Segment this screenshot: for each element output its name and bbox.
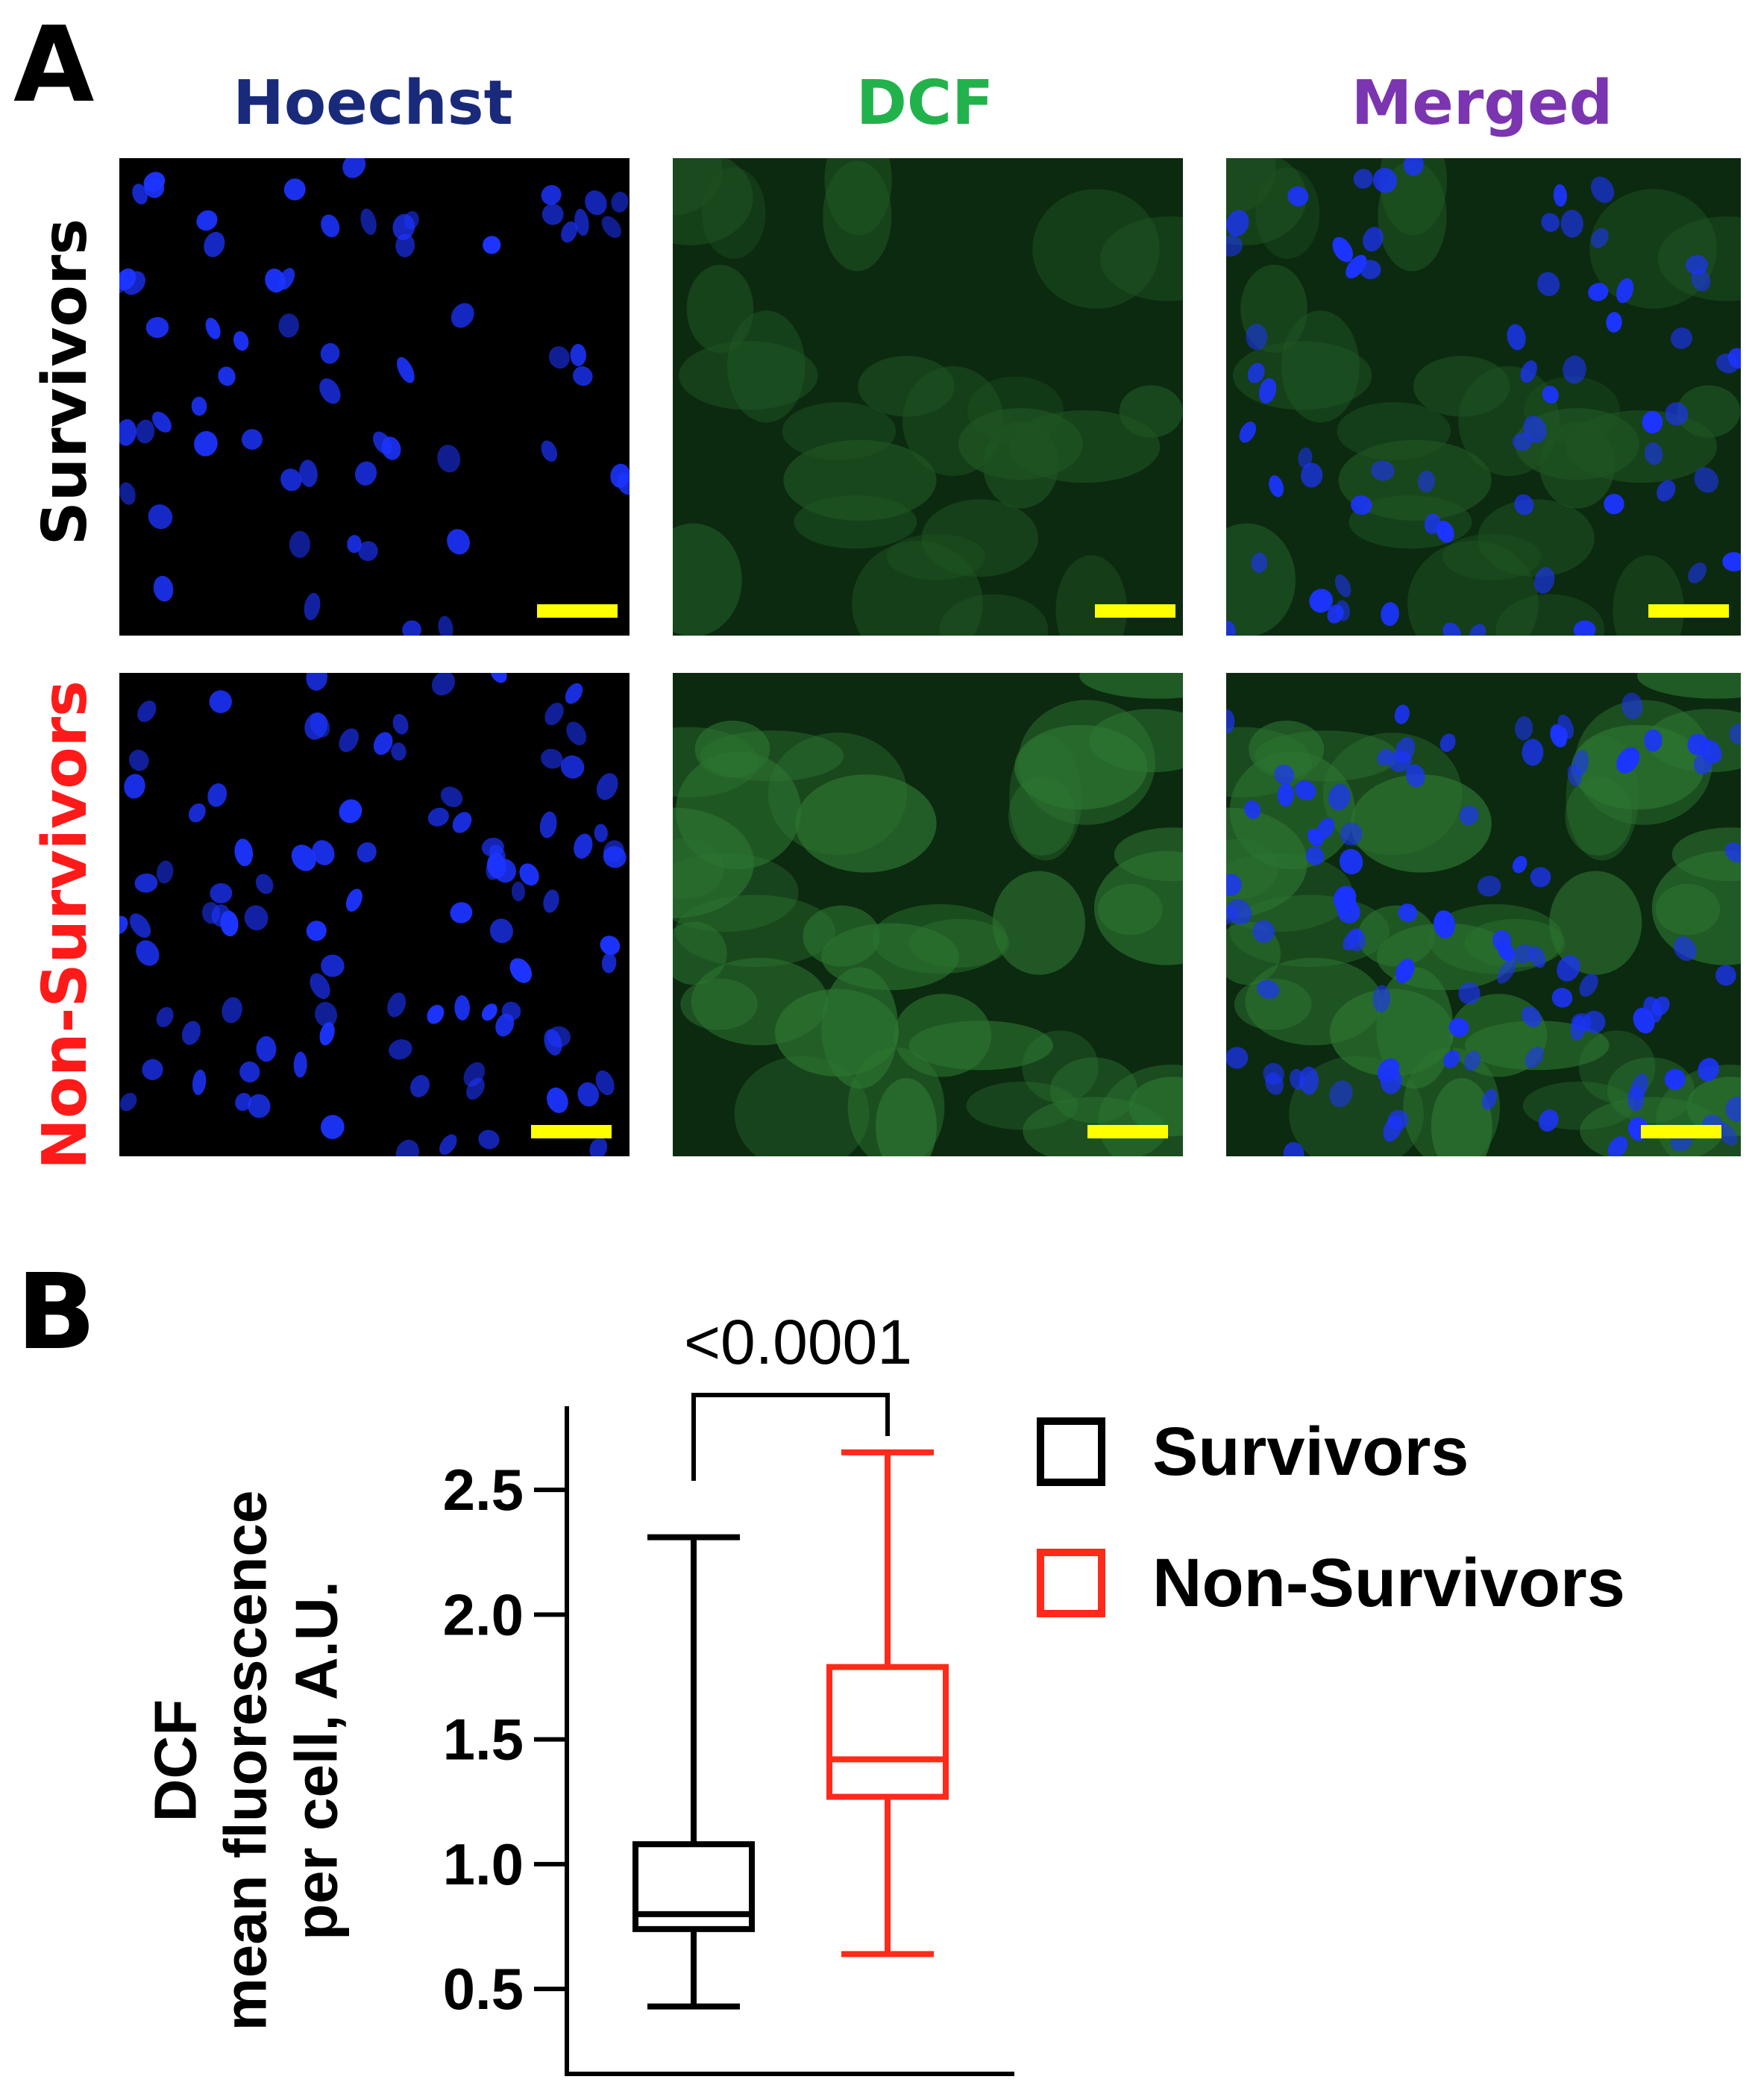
panel-a-letter: A (13, 4, 95, 126)
panel-b-letter: B (16, 1252, 96, 1373)
legend-label-survivors: Survivors (1152, 1414, 1469, 1490)
legend: Survivors Non-Survivors (1037, 1417, 1708, 1641)
box-non-survivors (826, 1449, 949, 1958)
legend-label-non-survivors: Non-Survivors (1152, 1545, 1625, 1621)
legend-swatch-non-survivors (1037, 1549, 1105, 1617)
micrograph-survivors-hoechst (119, 158, 630, 636)
column-header-merged: Merged (1351, 68, 1613, 139)
y-tick-label: 2.5 (443, 1457, 524, 1523)
micrograph-non-survivors-hoechst (119, 673, 630, 1156)
micrograph-non-survivors-merged (1226, 673, 1741, 1156)
y-tick-label: 2.0 (443, 1582, 524, 1647)
micrograph-survivors-merged (1226, 158, 1741, 636)
column-header-dcf: DCF (855, 68, 994, 139)
box-iqr (826, 1664, 949, 1800)
y-tick-label: 0.5 (443, 1956, 524, 2022)
p-value-label: <0.0001 (684, 1307, 912, 1377)
micrograph-non-survivors-dcf (673, 673, 1183, 1156)
y-tick-label: 1.5 (443, 1707, 524, 1773)
y-tick-label: 1.0 (443, 1831, 524, 1897)
significance-bracket (691, 1393, 890, 1481)
micrograph-survivors-dcf (673, 158, 1183, 636)
box-survivors (632, 1534, 755, 2010)
column-header-hoechst: Hoechst (233, 68, 513, 139)
legend-swatch-survivors (1037, 1417, 1105, 1486)
